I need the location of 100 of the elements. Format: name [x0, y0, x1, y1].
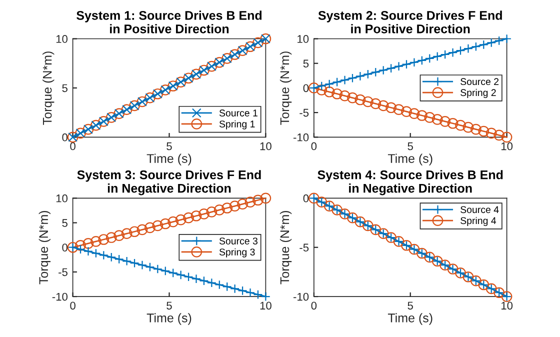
- point: [144, 222, 156, 234]
- point: [129, 226, 140, 238]
- x-axis-title: Time (s): [146, 313, 192, 325]
- point: [470, 124, 482, 135]
- point: [416, 110, 428, 121]
- point: [424, 112, 436, 123]
- legend-label: Spring 1: [219, 120, 255, 130]
- chart-title: System 4: Source Drives B End in Negative Direction: [318, 170, 503, 196]
- y-tick-label: 10: [298, 35, 309, 43]
- point: [253, 290, 263, 300]
- point: [401, 106, 412, 117]
- x-tick-label: 0: [311, 302, 317, 310]
- point: [260, 192, 272, 204]
- legend-label: Spring 4: [460, 216, 496, 226]
- point: [184, 272, 194, 282]
- y-tick-label: -5: [58, 268, 68, 276]
- point: [199, 276, 209, 286]
- y-axis-title: Torque (N*m): [42, 52, 54, 125]
- x-tick-label: 5: [166, 142, 172, 150]
- y-tick-label: -5: [300, 244, 309, 252]
- point: [237, 198, 248, 210]
- point: [214, 204, 225, 216]
- point: [244, 196, 256, 208]
- point: [238, 286, 248, 296]
- y-tick-label: 10: [56, 194, 68, 202]
- x-tick-label: 10: [260, 302, 272, 310]
- point: [206, 206, 218, 218]
- legend-label: Source 2: [460, 78, 499, 86]
- point: [348, 73, 358, 83]
- point: [175, 214, 186, 226]
- point: [324, 86, 335, 98]
- chart-title: System 2: Source Drives F End in Positive Direction: [318, 10, 502, 34]
- point: [440, 116, 450, 127]
- point: [494, 130, 504, 141]
- point: [354, 94, 366, 106]
- y-tick-label: 10: [56, 35, 68, 43]
- point: [160, 218, 171, 230]
- point: [82, 238, 94, 249]
- y-axis-title: Torque (N*m): [280, 52, 292, 125]
- point: [98, 234, 110, 245]
- x-tick-label: 5: [166, 302, 172, 310]
- point: [501, 132, 512, 143]
- point: [432, 114, 443, 125]
- point: [90, 236, 102, 247]
- point: [252, 194, 264, 206]
- point: [198, 208, 210, 220]
- point: [462, 122, 474, 133]
- point: [486, 128, 497, 139]
- point: [456, 46, 466, 56]
- point: [76, 244, 86, 254]
- point: [408, 108, 420, 119]
- point: [339, 90, 350, 102]
- chart-title: System 3: Source Drives F End in Negative Direction: [77, 170, 261, 196]
- point: [183, 212, 194, 224]
- point: [260, 292, 270, 302]
- point: [402, 60, 412, 70]
- point: [386, 102, 396, 114]
- legend-label: Spring 2: [460, 88, 496, 98]
- legend-label: Spring 3: [219, 248, 255, 258]
- point: [121, 228, 132, 239]
- point: [447, 118, 458, 129]
- y-tick-label: 5: [303, 60, 309, 68]
- x-tick-label: 5: [408, 302, 413, 310]
- y-tick-label: -10: [293, 133, 309, 142]
- x-axis-title: Time (s): [388, 154, 432, 166]
- y-tick-label: 0: [303, 194, 309, 202]
- legend-label: Source 3: [219, 238, 258, 244]
- x-tick-label: 0: [70, 302, 76, 310]
- x-tick-label: 10: [501, 142, 513, 150]
- point: [347, 92, 358, 104]
- point: [316, 84, 328, 96]
- legend-label: Source 4: [460, 206, 499, 214]
- point: [114, 230, 125, 241]
- y-tick-label: 0: [303, 84, 309, 92]
- point: [222, 202, 233, 214]
- point: [370, 98, 382, 110]
- x-tick-label: 10: [501, 302, 513, 310]
- y-tick-label: 0: [62, 244, 68, 252]
- x-tick-label: 5: [408, 142, 413, 150]
- point: [75, 240, 86, 251]
- point: [106, 232, 117, 243]
- y-tick-label: 0: [62, 133, 68, 142]
- point: [393, 104, 404, 116]
- x-tick-label: 10: [260, 142, 272, 150]
- point: [152, 220, 164, 232]
- point: [130, 258, 140, 268]
- point: [455, 120, 466, 131]
- y-axis-title: Torque (N*m): [280, 210, 292, 284]
- legend-label: Source 1: [219, 110, 258, 116]
- point: [190, 210, 202, 222]
- point: [478, 126, 490, 137]
- point: [168, 216, 179, 228]
- point: [229, 200, 240, 212]
- point: [136, 224, 148, 236]
- x-axis-title: Time (s): [146, 154, 192, 166]
- y-tick-label: -10: [293, 292, 309, 301]
- x-tick-label: 0: [311, 142, 317, 150]
- y-tick-label: 5: [62, 219, 68, 227]
- y-axis-title: Torque (N*m): [38, 210, 50, 284]
- x-axis-title: Time (s): [388, 313, 432, 325]
